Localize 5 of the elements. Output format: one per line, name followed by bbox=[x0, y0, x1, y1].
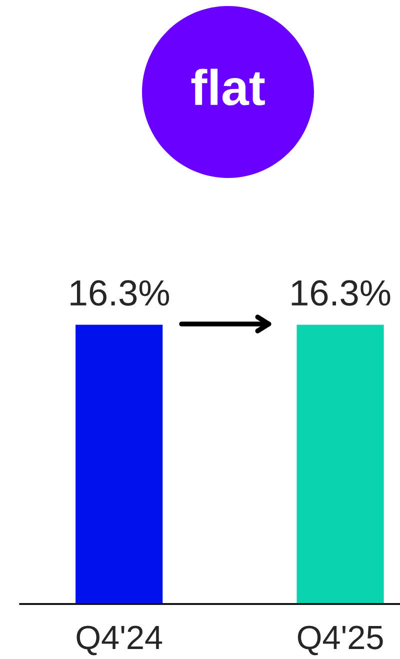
data-label: 16.3% bbox=[292, 280, 390, 306]
x-tick-label: Q4'25 bbox=[298, 626, 383, 656]
data-label: 16.3% bbox=[70, 280, 170, 306]
x-tick-label: Q4'24 bbox=[76, 626, 162, 656]
text: flat bbox=[191, 68, 265, 106]
